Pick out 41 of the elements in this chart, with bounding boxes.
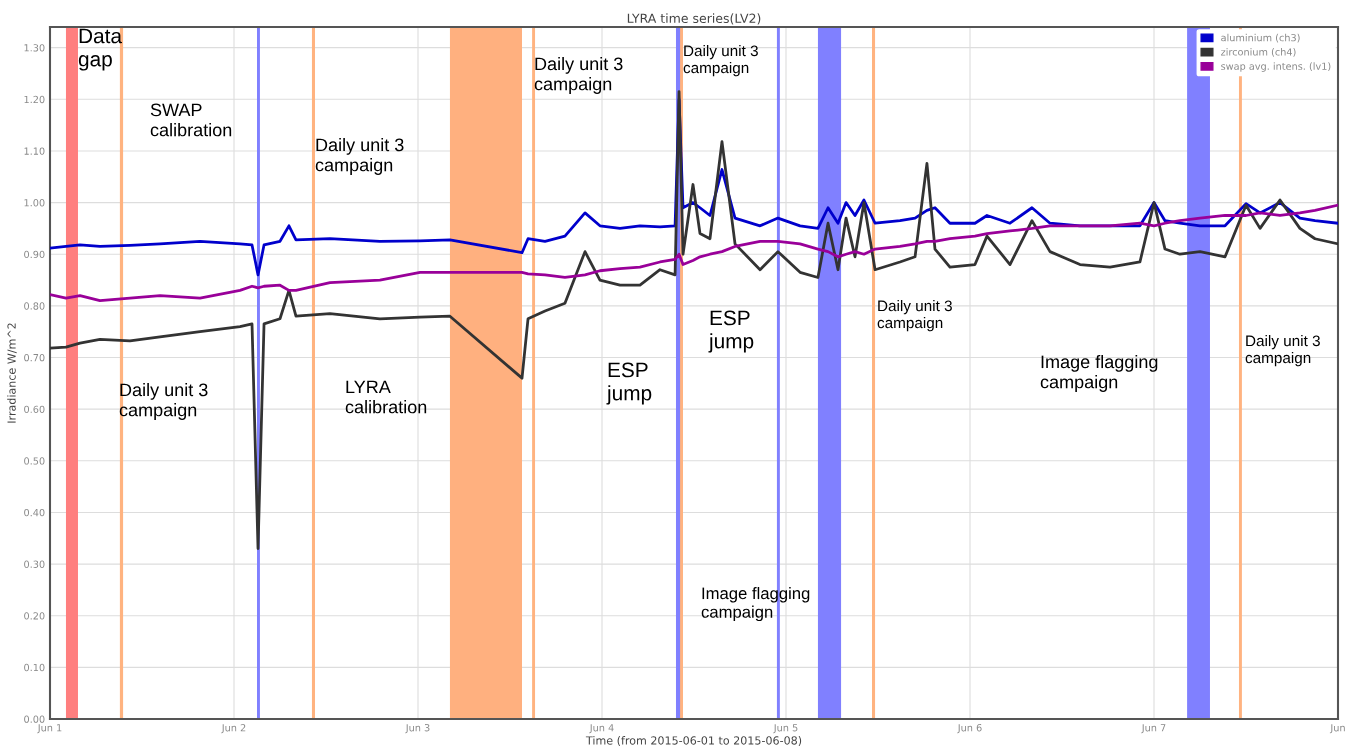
y-tick-label: 1.20	[24, 95, 45, 104]
band-label: Daily unit 3 campaign	[683, 45, 758, 77]
band-label: Data gap	[78, 28, 123, 71]
y-tick-label: 1.00	[24, 199, 45, 207]
band-label: ESP jump	[708, 310, 754, 353]
chart-title: LYRA time series(LV2)	[627, 13, 761, 25]
band-label: Daily unit 3 campaign	[1245, 335, 1320, 367]
band-label: Image flagging campaign	[701, 587, 810, 622]
band-label: LYRA calibration	[345, 380, 427, 414]
band-label: Daily unit 3 campaign	[534, 57, 623, 94]
x-tick-label: Jun 5	[773, 724, 798, 734]
y-tick-label: 0.50	[24, 457, 45, 465]
band-label: Daily unit 3 campaign	[877, 300, 952, 332]
y-tick-label: 0.30	[24, 560, 45, 568]
x-tick-label: Jun 7	[1141, 724, 1166, 734]
y-tick-label: 0.00	[24, 715, 45, 723]
y-tick-label: 1.10	[24, 147, 45, 155]
band-label: ESP jump	[606, 362, 652, 405]
legend-label: zirconium (ch4)	[1221, 48, 1296, 57]
y-tick-label: 0.70	[24, 353, 45, 362]
band-label: Daily unit 3 campaign	[119, 383, 208, 420]
band-label: SWAP calibration	[150, 103, 232, 137]
y-tick-label: 0.10	[24, 663, 45, 672]
legend-label: swap avg. intens. (lv1)	[1221, 62, 1331, 72]
y-tick-label: 0.20	[24, 612, 45, 620]
y-tick-label: 1.30	[24, 44, 45, 52]
x-axis-title: Time (from 2015-06-01 to 2015-06-08)	[585, 736, 802, 746]
x-tick-label: Jun 2	[221, 724, 246, 734]
y-axis-title: Irradiance W/m^2	[7, 323, 17, 423]
y-tick-label: 0.60	[24, 405, 45, 413]
band-label: Image flagging campaign	[1040, 355, 1158, 392]
x-tick-label: Jun 1	[37, 724, 62, 734]
x-tick-label: Jun 6	[957, 724, 982, 734]
y-tick-label: 0.80	[24, 302, 45, 310]
band-label: Daily unit 3 campaign	[315, 138, 404, 175]
x-tick-label: Jun	[1329, 724, 1345, 734]
x-tick-label: Jun 3	[405, 724, 430, 734]
y-tick-label: 0.40	[24, 508, 45, 517]
x-tick-label: Jun 4	[589, 724, 614, 734]
legend-label: aluminium (ch3)	[1221, 33, 1300, 43]
y-tick-label: 0.90	[24, 250, 45, 259]
